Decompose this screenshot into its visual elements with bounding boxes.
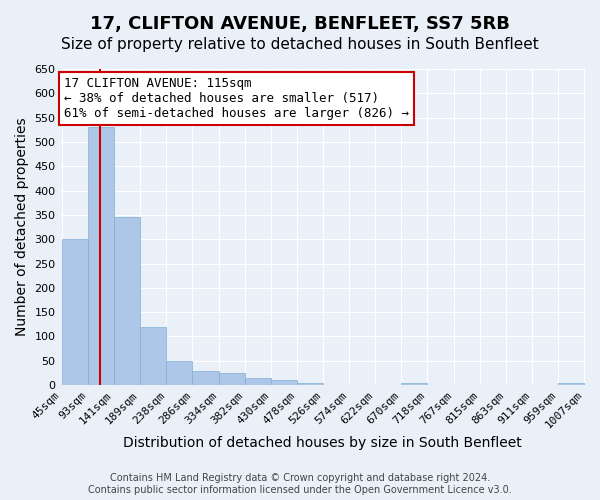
Text: Contains HM Land Registry data © Crown copyright and database right 2024.
Contai: Contains HM Land Registry data © Crown c… [88,474,512,495]
Bar [193,370,218,385]
Bar [271,380,297,385]
Bar [245,378,271,385]
Bar [297,382,323,385]
Bar [114,218,140,385]
Bar [558,382,584,385]
Text: 17, CLIFTON AVENUE, BENFLEET, SS7 5RB: 17, CLIFTON AVENUE, BENFLEET, SS7 5RB [90,15,510,33]
Bar [140,326,166,385]
Y-axis label: Number of detached properties: Number of detached properties [15,118,29,336]
Bar [62,239,88,385]
Text: 17 CLIFTON AVENUE: 115sqm
← 38% of detached houses are smaller (517)
61% of semi: 17 CLIFTON AVENUE: 115sqm ← 38% of detac… [64,77,409,120]
X-axis label: Distribution of detached houses by size in South Benfleet: Distribution of detached houses by size … [124,436,522,450]
Bar [166,361,193,385]
Bar [218,373,245,385]
Bar [401,382,427,385]
Text: Size of property relative to detached houses in South Benfleet: Size of property relative to detached ho… [61,38,539,52]
Bar [88,128,114,385]
